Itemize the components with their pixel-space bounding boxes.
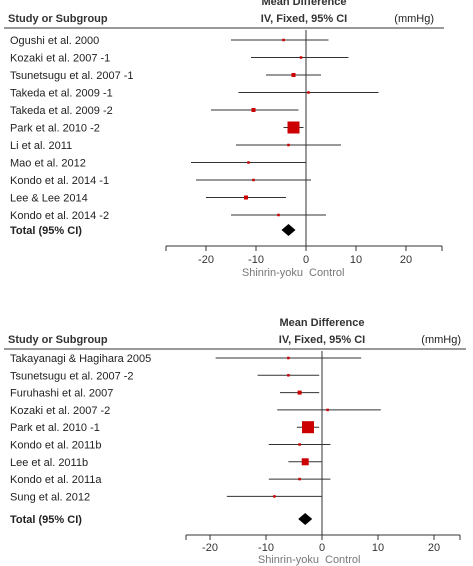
p1-total-diamond	[281, 224, 296, 236]
p2-x-tick-label: 0	[319, 542, 325, 554]
p1-study-col-header: Study or Subgroup	[8, 13, 108, 25]
p1-effect-subtitle: IV, Fixed, 95% CI	[261, 13, 347, 25]
p2-study-col-header: Study or Subgroup	[8, 334, 108, 346]
p1-effect-square	[247, 161, 250, 164]
p1-effect-title: Mean Difference	[262, 0, 347, 8]
p1-effect-square	[307, 91, 310, 94]
p1-total-label: Total (95% CI)	[10, 225, 82, 237]
p1-study-label: Kozaki et al. 2007 -1	[10, 53, 110, 65]
p1-x-tick-label: 20	[400, 254, 412, 266]
p2-effect-square	[298, 443, 301, 446]
p2-favours-left: Shinrin-yoku	[258, 554, 319, 566]
p2-study-label: Park et al. 2010 -1	[10, 422, 100, 434]
p2-effect-square	[298, 477, 301, 481]
p1-x-tick-label: 0	[303, 254, 309, 266]
p2-total-diamond	[298, 513, 313, 525]
p1-study-label: Li et al. 2011	[10, 140, 72, 152]
p1-study-label: Tsunetsugu et al. 2007 -1	[10, 70, 134, 82]
p2-x-tick-label: -20	[202, 542, 218, 554]
p2-effect-square	[302, 421, 314, 434]
p2-study-label: Kondo et al. 2011a	[10, 474, 102, 486]
p2-effect-square	[273, 495, 276, 498]
p1-x-tick-label: -10	[248, 254, 264, 266]
p1-effect-square	[244, 195, 248, 200]
p2-study-label: Furuhashi et al. 2007	[10, 388, 113, 400]
p1-x-tick-label: -20	[198, 254, 214, 266]
p1-favours-left: Shinrin-yoku	[242, 267, 303, 279]
p2-effect-square	[301, 458, 309, 466]
p1-effect-square	[277, 213, 280, 217]
p2-study-label: Tsunetsugu et al. 2007 -2	[10, 370, 134, 382]
p1-effect-square	[287, 121, 300, 134]
p2-effect-square	[297, 390, 302, 395]
p2-favours-right: Control	[325, 554, 360, 566]
p1-study-label: Mao et al. 2012	[10, 158, 86, 170]
p1-unit-label: (mmHg)	[394, 13, 434, 25]
p1-x-tick-label: 10	[350, 254, 362, 266]
p2-x-tick-label: 10	[372, 542, 384, 554]
p2-x-tick-label: 20	[428, 542, 440, 554]
p1-effect-square	[299, 56, 303, 59]
p2-effect-subtitle: IV, Fixed, 95% CI	[279, 334, 365, 346]
p1-effect-square	[291, 73, 296, 77]
p1-study-label: Takeda et al. 2009 -1	[10, 88, 113, 100]
p2-study-label: Kondo et al. 2011b	[10, 440, 102, 452]
p1-study-label: Kondo et al. 2014 -2	[10, 210, 109, 222]
p1-study-label: Park et al. 2010 -2	[10, 123, 100, 135]
p2-study-label: Takayanagi & Hagihara 2005	[10, 353, 151, 365]
p2-total-label: Total (95% CI)	[10, 514, 82, 526]
p1-study-label: Ogushi et al. 2000	[10, 35, 99, 47]
p2-unit-label: (mmHg)	[421, 334, 461, 346]
p1-study-label: Kondo et al. 2014 -1	[10, 175, 109, 187]
p2-study-label: Lee et al. 2011b	[10, 457, 88, 469]
p2-effect-square	[287, 356, 290, 360]
p1-effect-square	[252, 178, 255, 182]
p2-study-label: Sung et al. 2012	[10, 491, 90, 503]
p1-study-label: Lee & Lee 2014	[10, 193, 88, 205]
p2-study-label: Kozaki et al. 2007 -2	[10, 405, 110, 417]
p2-effect-title: Mean Difference	[280, 317, 365, 329]
p1-effect-square	[251, 108, 256, 112]
p1-favours-right: Control	[309, 267, 344, 279]
p2-effect-square	[326, 408, 329, 412]
p2-effect-square	[287, 374, 290, 377]
p1-study-label: Takeda et al. 2009 -2	[10, 105, 113, 117]
p2-x-tick-label: -10	[258, 542, 274, 554]
p1-effect-square	[282, 38, 285, 42]
p1-effect-square	[287, 143, 290, 147]
